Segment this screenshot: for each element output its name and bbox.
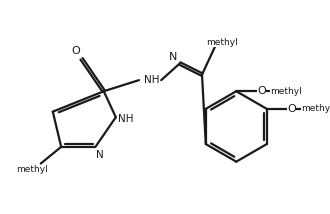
Text: N: N	[169, 52, 178, 62]
Text: NH: NH	[144, 75, 160, 85]
Text: O: O	[257, 86, 266, 96]
Text: N: N	[96, 150, 104, 160]
Text: methyl: methyl	[16, 165, 48, 174]
Text: methyl: methyl	[271, 87, 302, 96]
Text: O: O	[287, 104, 296, 114]
Text: methyl: methyl	[301, 104, 330, 113]
Text: methyl: methyl	[207, 38, 238, 47]
Text: O: O	[72, 46, 81, 56]
Text: NH: NH	[118, 114, 134, 124]
